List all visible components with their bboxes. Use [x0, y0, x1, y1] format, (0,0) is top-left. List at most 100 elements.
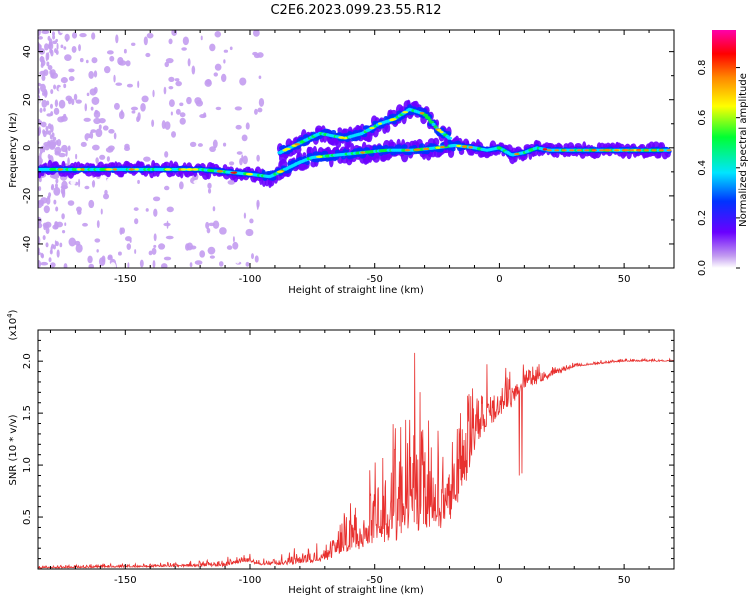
colorbar-tick-label: 0.8: [697, 60, 708, 76]
noise-speckle: [212, 139, 218, 149]
noise-speckle: [46, 61, 50, 67]
noise-speckle: [38, 46, 41, 52]
noise-speckle: [193, 179, 202, 185]
noise-speckle: [51, 184, 55, 190]
noise-speckle: [75, 153, 78, 160]
noise-speckle: [189, 262, 193, 268]
noise-speckle: [213, 72, 219, 77]
noise-speckle: [146, 32, 154, 39]
noise-speckle: [89, 88, 97, 96]
snr-y-tick-label: 1.5: [22, 405, 33, 421]
noise-speckle: [91, 144, 100, 151]
ridge-body: [261, 169, 266, 175]
noise-speckle: [58, 152, 66, 158]
snr-x-tick-label: 0: [496, 575, 502, 586]
spectrogram-x-tick-label: 50: [618, 274, 631, 285]
noise-speckle: [40, 121, 47, 128]
noise-speckle: [84, 103, 88, 112]
noise-speckle: [241, 57, 246, 62]
noise-speckle: [182, 36, 189, 46]
noise-speckle: [235, 255, 241, 264]
noise-speckle: [64, 54, 72, 61]
snr-y-tick-label: 0.5: [22, 509, 33, 525]
ridge-peak: [404, 149, 411, 152]
noise-speckle: [218, 261, 224, 267]
noise-speckle: [43, 205, 50, 214]
noise-speckle: [63, 113, 67, 119]
ridge-peak: [419, 112, 425, 115]
noise-speckle: [187, 58, 191, 67]
ridge-peak: [621, 149, 627, 152]
noise-speckle: [45, 226, 50, 235]
noise-speckle: [82, 97, 87, 104]
noise-speckle: [43, 69, 49, 76]
noise-speckle: [38, 36, 43, 40]
noise-speckle: [79, 58, 84, 63]
noise-speckle: [108, 129, 115, 134]
ridge-peak: [591, 149, 597, 152]
noise-speckle: [83, 181, 89, 185]
noise-speckle: [137, 112, 141, 121]
noise-speckle: [209, 43, 216, 52]
noise-speckle: [237, 190, 242, 196]
ridge-peak: [554, 149, 560, 152]
noise-speckle: [78, 44, 81, 52]
noise-speckle: [47, 35, 51, 41]
noise-speckle: [75, 99, 82, 104]
noise-speckle: [41, 253, 45, 259]
snr-series-line: [38, 352, 674, 569]
noise-speckle: [46, 100, 50, 106]
ridge-peak: [360, 151, 366, 154]
noise-speckle: [61, 229, 66, 234]
ridge-peak: [338, 136, 345, 139]
noise-speckle: [250, 205, 254, 211]
ridge-core: [431, 122, 436, 127]
noise-speckle: [163, 86, 167, 95]
noise-speckle: [242, 155, 248, 165]
noise-speckle: [207, 246, 216, 255]
noise-speckle: [49, 173, 58, 179]
noise-speckle: [209, 255, 216, 259]
noise-speckle: [60, 77, 68, 84]
noise-speckle: [189, 141, 197, 147]
noise-speckle: [89, 131, 94, 140]
noise-speckle: [181, 84, 185, 92]
noise-speckle: [163, 256, 172, 261]
snr-multiplier-prefix: (x10: [8, 318, 19, 341]
noise-speckle: [63, 46, 67, 50]
noise-speckle: [99, 154, 106, 160]
noise-speckle: [75, 243, 83, 253]
noise-speckle: [54, 99, 59, 108]
noise-speckle: [52, 40, 58, 45]
noise-speckle: [199, 250, 206, 258]
noise-speckle: [143, 156, 151, 162]
ridge-peak: [606, 149, 612, 152]
noise-speckle: [50, 79, 59, 87]
noise-speckle: [91, 32, 96, 40]
noise-speckle: [258, 97, 265, 107]
ridge-peak: [230, 171, 238, 174]
noise-speckle: [50, 124, 54, 133]
noise-speckle: [60, 44, 64, 49]
ridge-peak: [440, 145, 445, 149]
noise-speckle: [68, 76, 75, 82]
ridge-peak: [294, 143, 301, 146]
ridge-peak: [599, 149, 605, 152]
noise-speckle: [50, 89, 54, 95]
noise-speckle: [50, 111, 54, 117]
ridge-peak: [164, 168, 172, 171]
noise-speckle: [223, 59, 226, 64]
noise-speckle: [234, 106, 243, 111]
noise-speckle: [38, 251, 41, 256]
noise-speckle: [113, 74, 116, 83]
ridge-core: [427, 118, 432, 122]
noise-speckle: [90, 106, 94, 111]
noise-speckle: [256, 52, 264, 58]
noise-speckle: [141, 95, 149, 103]
noise-speckle: [179, 112, 186, 118]
noise-speckle: [140, 103, 146, 112]
ridge-peak: [629, 149, 635, 152]
noise-speckle: [93, 117, 101, 125]
noise-speckle: [49, 103, 53, 109]
noise-speckle: [254, 255, 259, 263]
